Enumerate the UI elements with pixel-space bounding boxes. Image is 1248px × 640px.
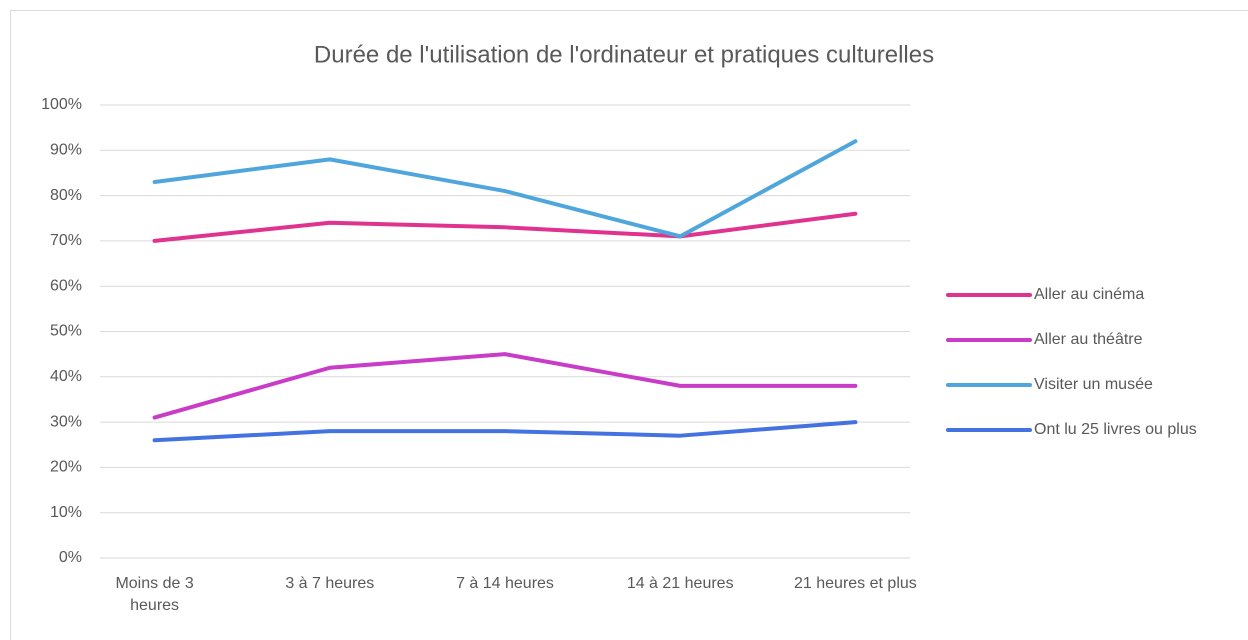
line xyxy=(152,139,858,239)
x-tick-label: 21 heures et plus xyxy=(794,575,917,592)
x-tick-label: 14 à 21 heures xyxy=(626,575,734,592)
legend-label: Ont lu 25 livres ou plus xyxy=(1034,421,1197,438)
y-tick-label: 40% xyxy=(50,368,82,385)
line xyxy=(152,420,858,443)
y-tick-label: 10% xyxy=(50,504,82,521)
x-tick-label: 3 à 7 heures xyxy=(285,575,375,592)
legend-label: Aller au théâtre xyxy=(1034,331,1143,348)
chart-title: Durée de l'utilisation de l'ordinateur e… xyxy=(314,41,934,68)
legend-label: Visiter un musée xyxy=(1034,376,1153,393)
y-tick-label: 0% xyxy=(59,549,82,566)
y-tick-label: 100% xyxy=(41,96,82,113)
y-tick-label: 50% xyxy=(50,323,82,340)
line xyxy=(152,211,858,243)
y-tick-label: 20% xyxy=(50,459,82,476)
y-tick-label: 80% xyxy=(50,187,82,204)
legend-label: Aller au cinéma xyxy=(1034,286,1144,303)
x-tick-label: Moins de 3 heures xyxy=(115,575,194,614)
y-tick-label: 60% xyxy=(50,277,82,294)
y-tick-label: 30% xyxy=(50,413,82,430)
line xyxy=(152,352,858,420)
x-tick-label: 7 à 14 heures xyxy=(456,575,554,592)
chart-border xyxy=(10,10,1248,640)
y-tick-label: 70% xyxy=(50,232,82,249)
y-tick-label: 90% xyxy=(50,142,82,159)
